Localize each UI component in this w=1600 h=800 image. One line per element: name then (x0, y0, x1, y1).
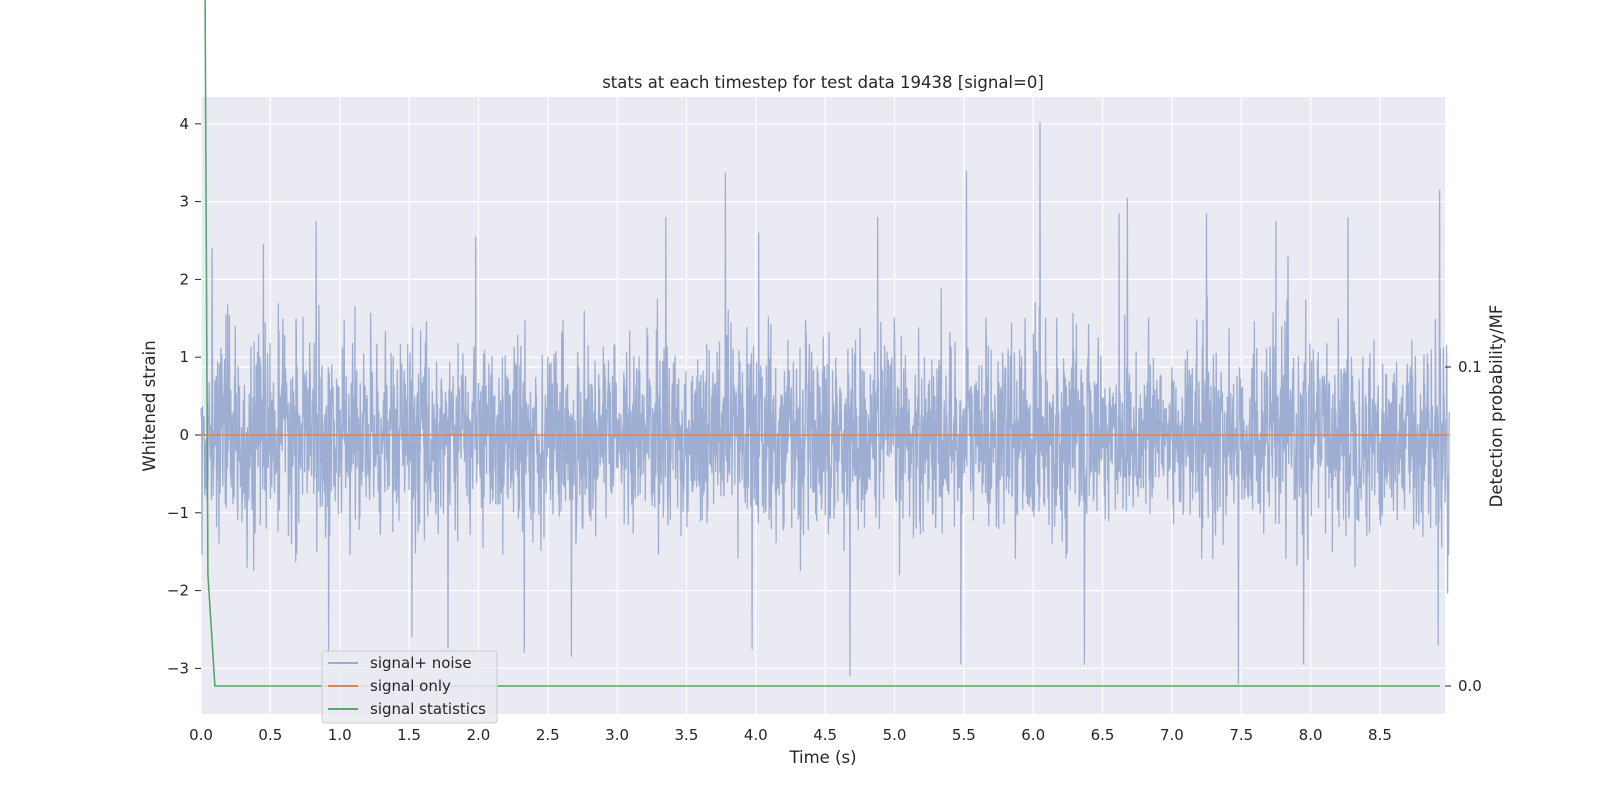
x-tick-label: 1.0 (328, 726, 352, 744)
right-y-tick-label: 0.0 (1458, 677, 1482, 695)
legend-box (321, 650, 498, 724)
x-tick-label: 0.5 (258, 726, 282, 744)
x-tick-label: 5.5 (952, 726, 976, 744)
x-tick-label: 8.0 (1299, 726, 1323, 744)
y-tick-label: 4 (179, 115, 189, 133)
x-tick-label: 7.0 (1160, 726, 1184, 744)
legend-entry-signal-only: signal only (370, 677, 451, 695)
x-tick-label: 0.0 (189, 726, 213, 744)
x-tick-label: 2.0 (466, 726, 490, 744)
y-tick-label: −2 (167, 582, 189, 600)
x-tick-label: 6.5 (1091, 726, 1115, 744)
y-tick-label: 0 (179, 426, 189, 444)
right-y-axis-label: Detection probability/MF (1487, 305, 1506, 508)
x-tick-label: 6.0 (1021, 726, 1045, 744)
right-y-tick-label: 0.1 (1458, 358, 1482, 376)
signal-noise-series (200, 122, 1450, 685)
y-axis-ticks: 4 3 2 1 0 −1 −2 −3 (167, 115, 201, 677)
signal-noise-line (200, 122, 1450, 685)
signal-statistics-line (204, 0, 1440, 687)
x-tick-label: 3.0 (605, 726, 629, 744)
y-tick-label: 1 (179, 348, 189, 366)
legend: signal+ noise signal only signal statist… (321, 650, 498, 724)
y-tick-label: −3 (167, 659, 189, 677)
x-axis-label: Time (s) (788, 748, 856, 767)
x-tick-label: 1.5 (397, 726, 421, 744)
y-tick-label: 2 (179, 270, 189, 288)
legend-entry-signal-noise: signal+ noise (370, 654, 472, 672)
y-tick-label: 3 (179, 193, 189, 211)
x-tick-label: 7.5 (1229, 726, 1253, 744)
x-tick-label: 4.0 (744, 726, 768, 744)
x-tick-label: 4.5 (813, 726, 837, 744)
x-tick-label: 8.5 (1368, 726, 1392, 744)
y-axis-label: Whitened strain (140, 340, 159, 471)
y-tick-label: −1 (167, 504, 189, 522)
x-axis-ticks: 0.0 0.5 1.0 1.5 2.0 2.5 3.0 3.5 4.0 4.5 5.0 5.5 6.0 6… (189, 726, 1392, 744)
x-tick-label: 3.5 (675, 726, 699, 744)
x-tick-label: 2.5 (536, 726, 560, 744)
right-y-axis-ticks: 0.1 0.0 (1445, 358, 1482, 695)
x-tick-label: 5.0 (883, 726, 907, 744)
legend-entry-signal-statistics: signal statistics (370, 700, 486, 718)
chart-title: stats at each timestep for test data 194… (602, 73, 1044, 92)
signal-statistics-series (204, 0, 1440, 687)
